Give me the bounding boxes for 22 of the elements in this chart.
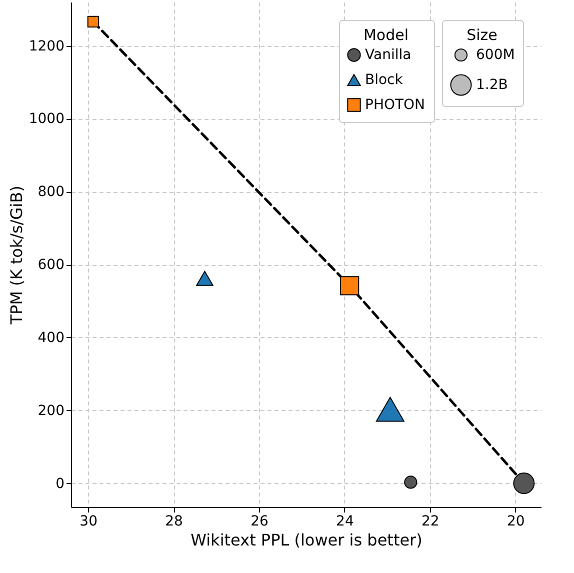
x-tick-label: 28 bbox=[165, 514, 183, 530]
annotation: Size bbox=[466, 26, 498, 44]
legend-label: PHOTON bbox=[365, 97, 426, 113]
x-tick-label: 22 bbox=[421, 514, 440, 530]
y-tick-label: 400 bbox=[38, 330, 64, 346]
x-tick-label: 24 bbox=[336, 514, 354, 530]
legend-label: 1.2B bbox=[476, 77, 508, 93]
x-tick-label: 26 bbox=[250, 514, 268, 530]
y-axis-title: TPM (K tok/s/GiB) bbox=[6, 186, 26, 326]
y-tick-label: 1000 bbox=[28, 111, 64, 128]
y-tick-label: 600 bbox=[38, 257, 64, 274]
y-tick-label: 1200 bbox=[28, 38, 64, 54]
x-axis-title: Wikitext PPL (lower is better) bbox=[190, 530, 422, 550]
y-tick-label: 0 bbox=[56, 476, 64, 492]
legend-label: Block bbox=[365, 72, 404, 88]
y-tick-label: 800 bbox=[38, 184, 64, 200]
x-tick-label: 20 bbox=[506, 514, 525, 530]
legend-title: Model bbox=[363, 26, 409, 44]
y-tick-label: 200 bbox=[38, 402, 64, 419]
legend-label: 600M bbox=[476, 47, 515, 63]
legend-label: Vanilla bbox=[365, 47, 412, 63]
x-tick-label: 30 bbox=[80, 514, 98, 530]
